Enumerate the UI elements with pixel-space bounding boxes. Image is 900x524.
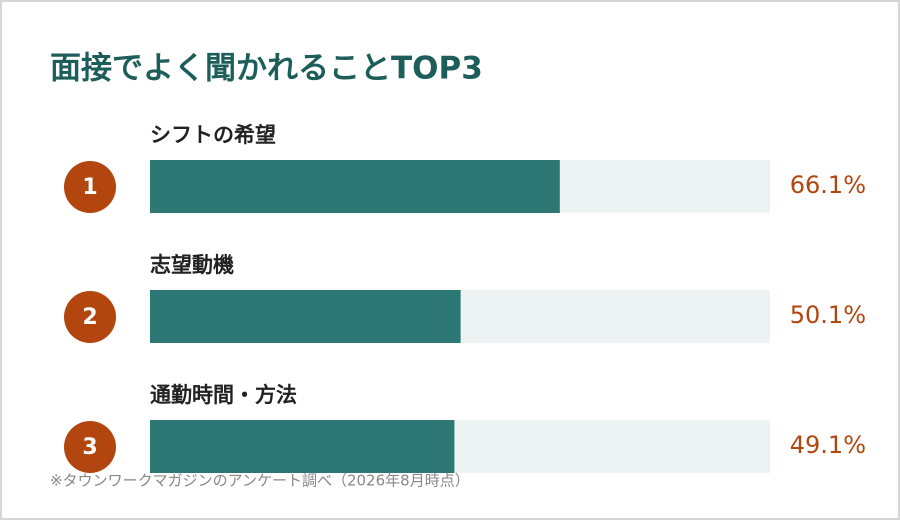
rank-badge xyxy=(64,161,116,213)
bar xyxy=(150,160,560,213)
rank-badge xyxy=(64,291,116,343)
source-note: ※タウンワークマガジンのアンケート調べ（2026年8月時点） xyxy=(50,472,470,490)
value-label: 50.1% xyxy=(790,301,866,329)
bar xyxy=(150,290,461,343)
category-label: シフトの希望 xyxy=(150,123,276,147)
rank-number: 3 xyxy=(82,435,97,460)
category-label: 通勤時間・方法 xyxy=(150,383,297,407)
rank-badge xyxy=(64,421,116,473)
rank-number: 1 xyxy=(82,175,97,200)
category-label: 志望動機 xyxy=(150,253,234,277)
bar xyxy=(150,420,455,473)
rank-number: 2 xyxy=(82,305,97,330)
chart-title: 面接でよく聞かれることTOP3 xyxy=(50,51,483,87)
value-label: 49.1% xyxy=(790,431,866,459)
value-label: 66.1% xyxy=(790,171,866,199)
